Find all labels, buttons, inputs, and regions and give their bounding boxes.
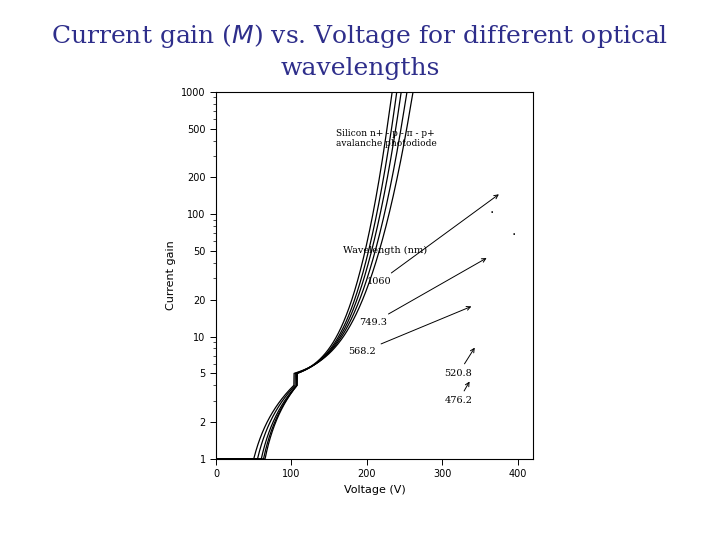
Text: Current gain ($M$) vs. Voltage for different optical
wavelengths: Current gain ($M$) vs. Voltage for diffe… xyxy=(51,22,669,80)
Text: 476.2: 476.2 xyxy=(444,382,472,405)
Text: 568.2: 568.2 xyxy=(348,307,470,356)
Text: Wavelength (nm): Wavelength (nm) xyxy=(343,246,427,255)
Text: 520.8: 520.8 xyxy=(444,348,474,378)
Text: .: . xyxy=(490,202,494,217)
Text: Silicon n+ - p - π - p+
avalanche photodiode: Silicon n+ - p - π - p+ avalanche photod… xyxy=(336,129,437,148)
Text: 1060: 1060 xyxy=(367,195,498,286)
X-axis label: Voltage (V): Voltage (V) xyxy=(343,485,405,495)
Text: 749.3: 749.3 xyxy=(359,259,486,327)
Text: .: . xyxy=(512,224,516,238)
Y-axis label: Current gain: Current gain xyxy=(166,240,176,310)
